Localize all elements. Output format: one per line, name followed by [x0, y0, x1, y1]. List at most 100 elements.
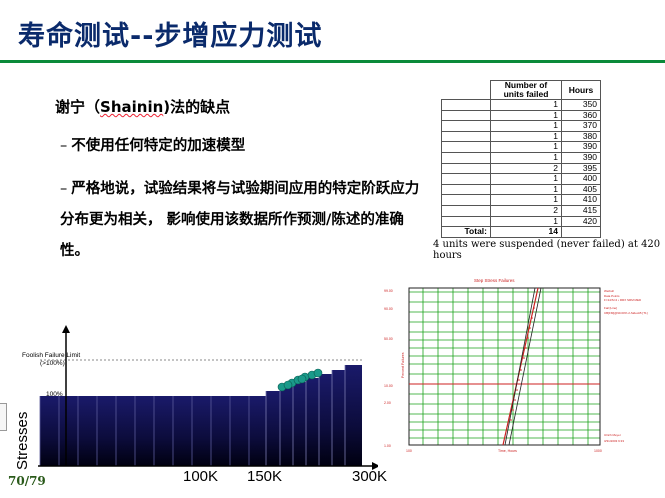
row-hours: 420: [561, 215, 601, 228]
row-blank: [441, 194, 491, 206]
step-legend: Weibull Data Points F=14/S=4 • RRX SRM M…: [604, 289, 648, 315]
bullet-dash: –: [60, 138, 68, 154]
side-tab[interactable]: [0, 403, 7, 431]
table-row: 1 420: [441, 215, 601, 228]
legend-0: Weibull: [604, 289, 614, 293]
row-blank: [441, 151, 491, 164]
suspended-note: 4 units were suspended (never failed) at…: [433, 239, 661, 261]
step-data-point: [529, 327, 531, 329]
footer-0: Ulrich Meyer: [604, 433, 621, 437]
bullet-2-text: 严格地说，试验结果将与试验期间应用的特定阶跃应力分布更为相关， 影响使用该数据所…: [60, 181, 420, 259]
step-data-point: [516, 389, 518, 391]
row-hours: 400: [561, 173, 601, 185]
section-heading: 谢宁（Shainin)法的缺点: [55, 96, 230, 117]
table-row: 2 395: [441, 162, 601, 175]
foolish-pct: (>100%): [40, 360, 65, 367]
row-units: 1: [490, 141, 562, 153]
step-data-point: [525, 347, 527, 349]
stresses-label: Stresses: [14, 411, 31, 470]
step-ytick-3: 10.00: [384, 384, 393, 388]
stress-step-bar: [280, 386, 293, 466]
step-data-point: [518, 379, 520, 381]
row-blank: [441, 215, 491, 228]
row-hours: 405: [561, 183, 601, 196]
stress-step-bar: [306, 378, 319, 466]
table-corner: [441, 80, 491, 100]
title-divider: [0, 60, 665, 63]
bound-right: [508, 287, 542, 446]
stress-bars: [39, 365, 362, 466]
step-ytick-2: 50.00: [384, 337, 393, 341]
row-hours: 360: [561, 109, 601, 122]
legend-3: Fail [Line]: [604, 306, 617, 310]
step-ytick-4: 2.00: [384, 401, 391, 405]
row-blank: [441, 99, 491, 111]
y-axis-arrow: [62, 325, 70, 333]
row-hours: 370: [561, 120, 601, 132]
row-blank: [441, 109, 491, 122]
table-row: 1 405: [441, 183, 601, 196]
row-blank: [441, 183, 491, 196]
stress-step-bar: [293, 382, 306, 466]
row-units: 2: [490, 204, 562, 217]
tick-150k: 150K: [247, 468, 283, 485]
failure-table: Number of units failed Hours 1 350 1 360 1 37…: [441, 80, 601, 238]
row-blank: [441, 130, 491, 143]
row-units: 1: [490, 183, 562, 196]
row-units: 1: [490, 130, 562, 143]
pct-100-label: 100%: [46, 391, 63, 398]
table-row: 1 360: [441, 109, 601, 122]
foolish-limit-label: Foolish Failure Limit (>100%): [22, 352, 80, 368]
row-hours: 380: [561, 130, 601, 143]
row-units: 1: [490, 194, 562, 206]
row-units: 2: [490, 162, 562, 175]
footer-1: 3/31/2003 9:33: [604, 439, 624, 443]
row-hours: 415: [561, 204, 601, 217]
table-row: 1 350: [441, 99, 601, 111]
row-blank: [441, 141, 491, 153]
row-hours: 395: [561, 162, 601, 175]
step-xtick-1: 1000: [594, 449, 602, 453]
heading-suffix: )法的缺点: [163, 98, 231, 116]
row-blank: [441, 162, 491, 175]
row-blank: [441, 204, 491, 217]
table-body: 1 350 1 360 1 370 1 380 1 390 1 390 2 395 1 400 1 405 1 410…: [441, 99, 601, 238]
weibull-line: [502, 287, 539, 446]
x-axis-arrow: [372, 462, 380, 470]
legend-4: CB[FM]@90.00% 2-Sided-B [T1]: [604, 311, 648, 315]
row-blank: [441, 173, 491, 185]
row-units: 1: [490, 151, 562, 164]
table-row: 1 380: [441, 130, 601, 143]
row-units: 1: [490, 120, 562, 132]
row-units: 1: [490, 173, 562, 185]
header-units: Number of units failed: [490, 80, 562, 100]
heading-name: Shainin: [100, 98, 164, 116]
table-row: 2 415: [441, 204, 601, 217]
step-data-point: [512, 409, 514, 411]
legend-1: Data Points: [604, 294, 620, 298]
row-units: 1: [490, 99, 562, 111]
table-row: 1 370: [441, 120, 601, 132]
header-hours: Hours: [561, 80, 601, 100]
stress-step-bar: [266, 391, 280, 466]
stress-step-bar: [40, 396, 266, 466]
bullet-1-text: 不使用任何特定的加速模型: [71, 138, 246, 154]
row-blank: [441, 120, 491, 132]
failure-markers: [277, 368, 323, 392]
step-stress-chart: Step Stress Failures Percent Failures Ti…: [378, 270, 665, 467]
step-data-point: [514, 399, 516, 401]
tick-100k: 100K: [183, 468, 219, 485]
table-row: 1 410: [441, 194, 601, 206]
failure-marker: [283, 380, 293, 390]
step-xlabel: Time, Hours: [498, 449, 517, 453]
table-row: 1 390: [441, 141, 601, 153]
step-data-point: [520, 369, 522, 371]
row-hours: 410: [561, 194, 601, 206]
tick-300k: 300K: [352, 468, 388, 485]
step-ytick-0: 99.00: [384, 289, 393, 293]
step-data-point: [527, 337, 529, 339]
step-ytick-5: 1.00: [384, 444, 391, 448]
slide-title: 寿命测试--步增应力测试: [18, 21, 323, 52]
legend-2: F=14/S=4 • RRX SRM MED: [604, 298, 642, 302]
step-data-point: [533, 307, 535, 309]
